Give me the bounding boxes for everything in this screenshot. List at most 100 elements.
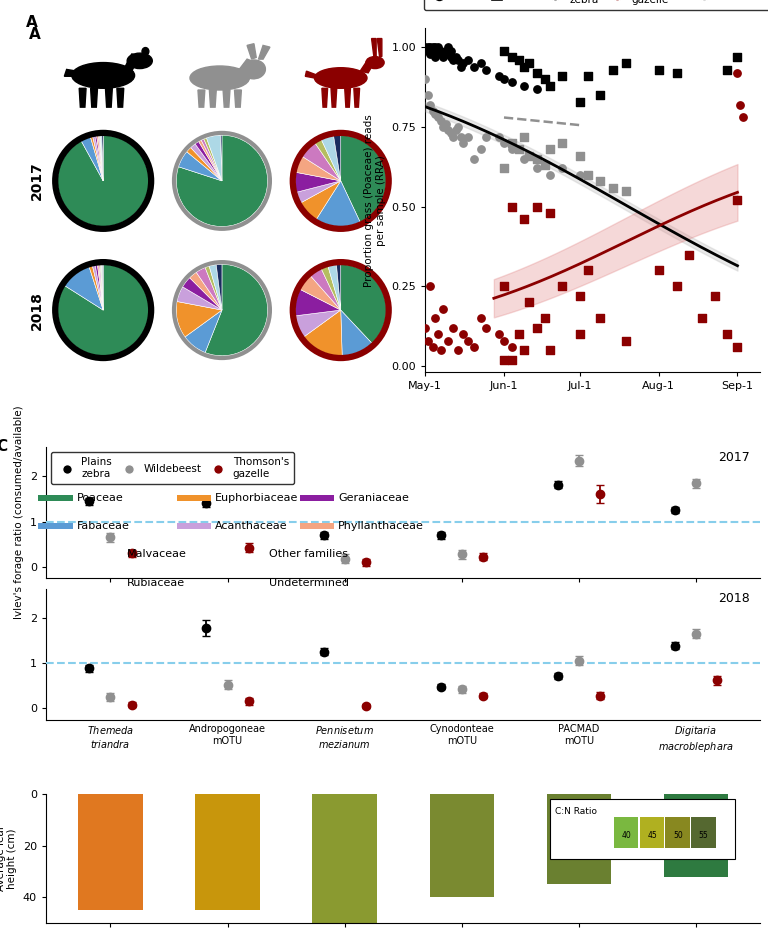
Bar — [691, 818, 716, 849]
Point — [452, 53, 465, 68]
Wedge shape — [101, 136, 103, 181]
Bar — [38, 523, 73, 528]
Ellipse shape — [366, 57, 384, 69]
Point — [505, 339, 518, 354]
Wedge shape — [296, 181, 341, 203]
Point — [709, 288, 721, 303]
Point — [498, 161, 510, 176]
Wedge shape — [95, 136, 103, 181]
Wedge shape — [100, 136, 103, 181]
Wedge shape — [177, 136, 267, 226]
Text: 55: 55 — [699, 831, 708, 840]
Bar — [230, 580, 265, 586]
Point — [513, 53, 525, 68]
Wedge shape — [190, 272, 222, 310]
Point — [449, 122, 462, 138]
Wedge shape — [178, 152, 222, 181]
Text: Phyllanthaceae: Phyllanthaceae — [338, 521, 424, 530]
Point — [538, 157, 551, 172]
Wedge shape — [295, 289, 341, 316]
Point — [422, 333, 434, 349]
Bar — [78, 794, 143, 910]
Point — [457, 327, 469, 342]
Text: C:N Ratio: C:N Ratio — [555, 807, 598, 816]
Wedge shape — [205, 265, 267, 356]
Point — [432, 110, 444, 125]
Wedge shape — [101, 265, 103, 310]
Wedge shape — [336, 265, 341, 310]
Bar — [230, 551, 265, 558]
Point — [737, 110, 749, 125]
Point — [468, 339, 480, 354]
Point — [731, 49, 743, 64]
Point — [513, 327, 525, 342]
Point — [422, 43, 434, 58]
Text: 45: 45 — [647, 831, 657, 840]
Point — [531, 161, 543, 176]
Polygon shape — [105, 89, 112, 107]
Wedge shape — [341, 310, 372, 356]
Text: 2017: 2017 — [30, 161, 44, 201]
Point — [581, 168, 594, 183]
Point — [437, 120, 449, 135]
Polygon shape — [345, 89, 350, 107]
Point — [480, 129, 492, 144]
Point — [505, 199, 518, 214]
Wedge shape — [207, 136, 222, 181]
Wedge shape — [204, 138, 222, 181]
Ellipse shape — [142, 47, 149, 56]
Point — [574, 94, 586, 109]
Wedge shape — [199, 140, 222, 181]
Point — [544, 343, 556, 358]
Point — [462, 129, 475, 144]
Point — [620, 56, 632, 71]
Wedge shape — [81, 137, 103, 181]
Point — [607, 62, 619, 77]
Wedge shape — [220, 136, 222, 181]
Wedge shape — [321, 267, 341, 310]
Point — [505, 352, 518, 367]
Ellipse shape — [243, 60, 266, 79]
Point — [432, 43, 444, 58]
Polygon shape — [65, 70, 77, 76]
Point — [480, 62, 492, 77]
Wedge shape — [217, 265, 222, 310]
Point — [498, 72, 510, 87]
Bar — [429, 794, 494, 898]
Point — [445, 43, 457, 58]
Polygon shape — [377, 39, 382, 57]
Point — [437, 49, 449, 64]
Ellipse shape — [71, 62, 134, 89]
Wedge shape — [296, 156, 341, 181]
Point — [670, 65, 683, 80]
Point — [556, 161, 568, 176]
Wedge shape — [316, 181, 360, 226]
Polygon shape — [198, 90, 205, 107]
Point — [419, 40, 432, 55]
Polygon shape — [117, 89, 124, 107]
Y-axis label: Ivlev's forage ratio (consumed/available): Ivlev's forage ratio (consumed/available… — [15, 406, 25, 619]
Point — [518, 59, 531, 74]
Text: Poaceae: Poaceae — [77, 494, 124, 503]
Point — [531, 320, 543, 335]
Polygon shape — [322, 89, 328, 107]
Point — [435, 113, 447, 128]
Wedge shape — [197, 268, 222, 310]
Point — [429, 40, 442, 55]
Wedge shape — [190, 144, 222, 181]
Point — [437, 301, 449, 317]
Bar — [313, 794, 377, 923]
Point — [435, 46, 447, 61]
Text: Rubiaceae: Rubiaceae — [127, 578, 185, 588]
Bar — [38, 495, 73, 501]
Point — [531, 65, 543, 80]
Point — [435, 43, 447, 58]
Point — [531, 152, 543, 167]
Point — [457, 56, 469, 71]
Wedge shape — [302, 143, 341, 181]
Wedge shape — [91, 137, 103, 181]
Wedge shape — [98, 265, 103, 310]
Bar — [88, 551, 123, 558]
Point — [447, 320, 459, 335]
Point — [475, 311, 487, 326]
